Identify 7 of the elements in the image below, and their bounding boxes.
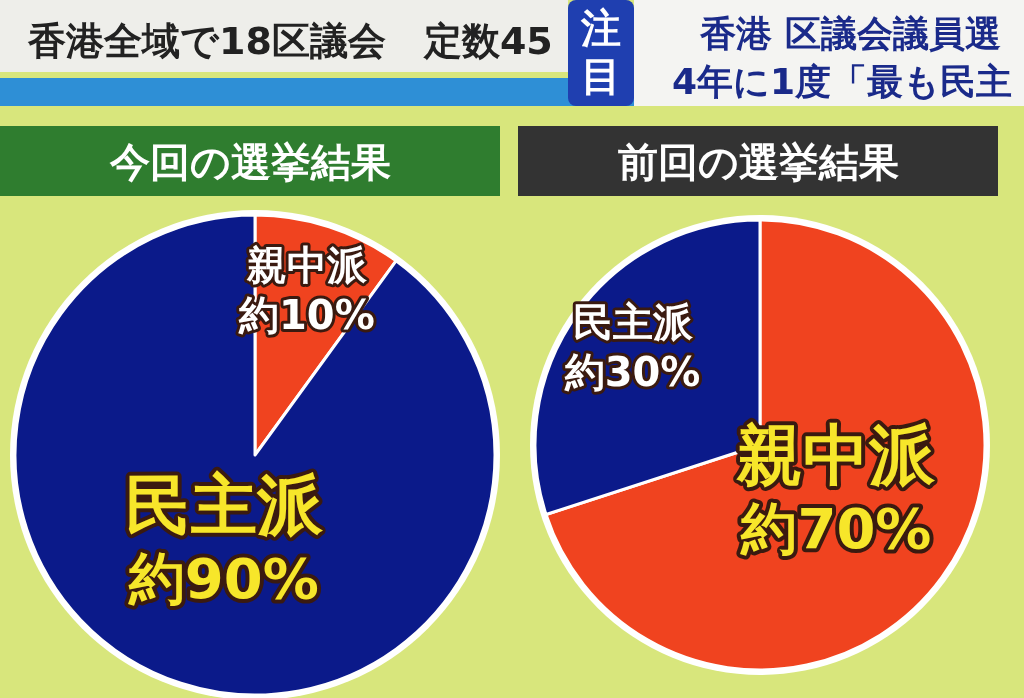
data-label: 約70% [740, 496, 932, 562]
data-label: 約30% [563, 349, 701, 396]
slice-label: 民主派 [124, 467, 324, 545]
chart-title: 今回の選挙結果 [108, 139, 391, 185]
slice-label: 親中派 [736, 417, 937, 495]
data-label: 約90% [127, 546, 319, 612]
chart-title: 前回の選挙結果 [617, 139, 899, 185]
